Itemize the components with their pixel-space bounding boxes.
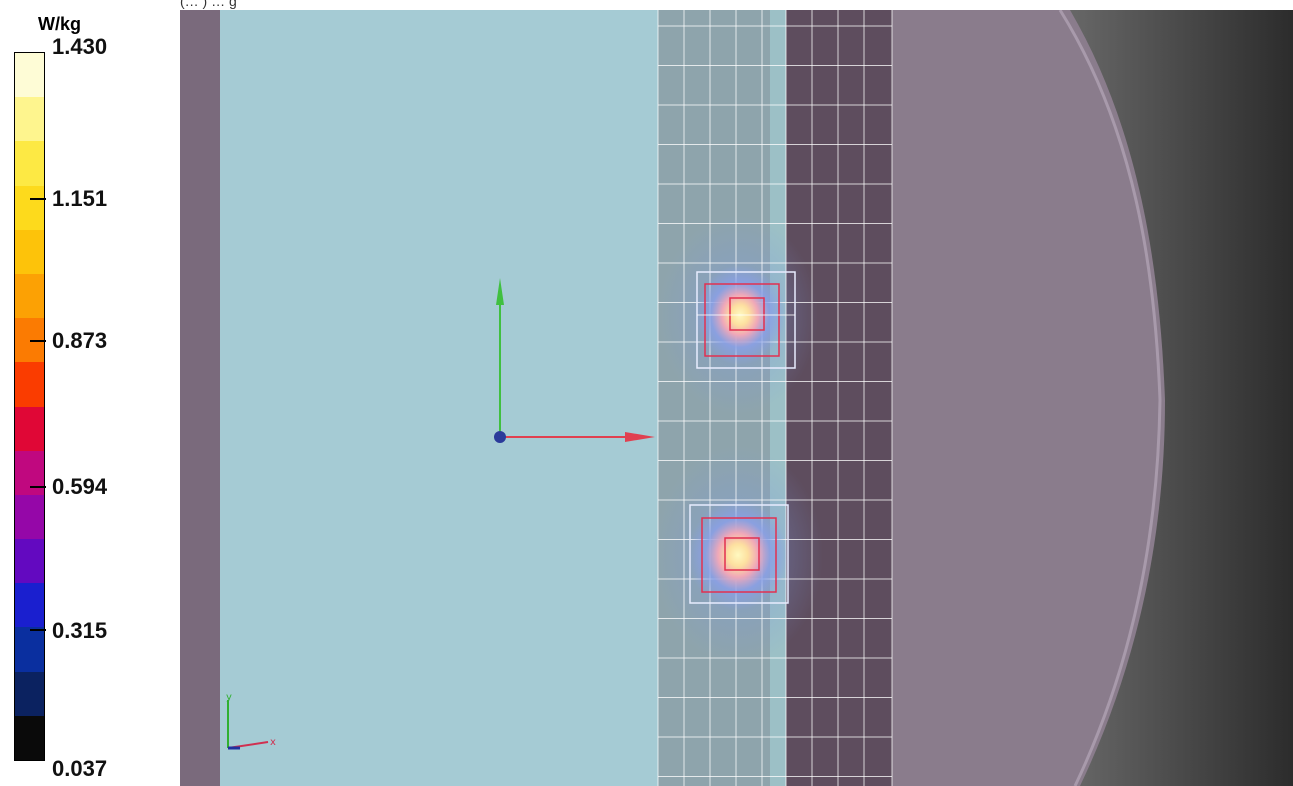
dark-band [786,10,892,786]
color-scale-segment [15,539,44,584]
legend-unit: W/kg [38,14,81,34]
color-scale-segment [15,97,44,142]
tick-label: 1.151 [52,186,108,211]
tick-label: 0.594 [52,474,108,499]
x-axis-label: x [270,737,276,748]
color-scale-segment [15,229,44,274]
left-strip [180,10,220,786]
mini-axes-icon: y x [226,692,276,750]
color-scale-segment [15,450,44,495]
surface-edge [1058,10,1162,786]
color-scale-segment [15,494,44,540]
color-scale-segment [15,273,44,319]
zoom-box-red [701,517,777,593]
tick-line [30,340,46,342]
scene-canvas[interactable]: y x [180,10,1293,786]
color-scale-segment [15,362,44,407]
tick-label: 0.315 [52,618,108,643]
hotspot-2 [688,500,788,610]
legend-panel: W/kg 1.430 1.151 0.873 0.594 0.315 0.037 [0,0,180,786]
zoom-box-outer [689,504,789,604]
color-scale-bar [14,52,45,761]
color-scale-segment [15,406,44,451]
tick-line [30,486,46,488]
origin-axes-icon[interactable] [494,278,655,443]
tick-label: 0.873 [52,328,108,353]
3d-viewport[interactable]: y x [180,10,1293,786]
color-scale-segment [15,53,44,98]
peak-box [724,537,760,571]
tick-label-min: 0.037 [52,756,108,781]
color-scale-segment [15,185,44,230]
zoom-box-outer [696,271,796,369]
color-scale-segment [15,715,44,760]
color-scale-segment [15,671,44,716]
color-scale-segment [15,141,44,186]
color-scale-segment [15,583,44,628]
tick-line [30,629,46,631]
zoom-box-red [704,283,780,357]
tick-label-max: 1.430 [52,34,108,59]
header-text: (… ) … g [180,0,237,9]
tick-line [30,198,46,200]
color-scale-segment [15,627,44,672]
peak-box [729,297,765,331]
y-axis-label: y [226,692,232,703]
phantom-region [220,10,658,786]
